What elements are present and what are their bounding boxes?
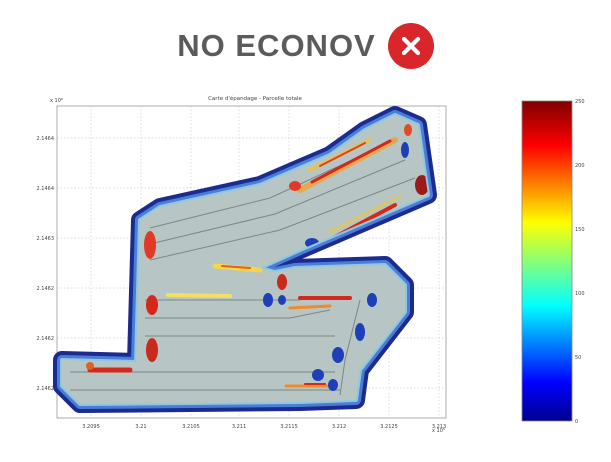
x-tick-label: 3.2125 bbox=[380, 424, 398, 430]
x-tick-label: 3.2115 bbox=[280, 424, 298, 430]
y-tick-labels: 2.1464 2.1464 2.1463 2.1462 2.1462 2.146… bbox=[37, 136, 55, 392]
y-tick-label: 2.1462 bbox=[37, 386, 55, 392]
x-tick-label: 3.21 bbox=[135, 424, 146, 430]
headline-title: NO ECONOV bbox=[177, 28, 376, 63]
y-exponent-label: x 10⁶ bbox=[50, 98, 63, 104]
chart-title: Carte d'épandage - Parcelle totale bbox=[208, 95, 302, 102]
colorbar-tick-label: 50 bbox=[575, 355, 581, 361]
underdose-gaps bbox=[263, 142, 409, 391]
x-tick-label: 3.2095 bbox=[82, 424, 100, 430]
headline: NO ECONOV bbox=[0, 22, 611, 70]
colorbar-tick-label: 100 bbox=[575, 291, 585, 297]
colorbar-tick-label: 150 bbox=[575, 227, 585, 233]
y-tick-label: 2.1463 bbox=[37, 236, 55, 242]
x-tick-label: 3.213 bbox=[432, 424, 446, 430]
colorbar-tick-label: 250 bbox=[575, 99, 585, 105]
colorbar-tick-label: 200 bbox=[575, 163, 585, 169]
y-tick-label: 2.1462 bbox=[37, 286, 55, 292]
colorbar-tick-label: 0 bbox=[575, 419, 578, 425]
close-badge bbox=[387, 23, 434, 69]
field-heatmap bbox=[53, 106, 437, 413]
field-body bbox=[62, 115, 428, 404]
x-tick-label: 3.2105 bbox=[182, 424, 200, 430]
colorbar-tick-labels: 0 50 100 150 200 250 bbox=[575, 99, 585, 425]
x-tick-label: 3.211 bbox=[232, 424, 246, 430]
y-tick-label: 2.1462 bbox=[37, 336, 55, 342]
close-icon bbox=[401, 36, 420, 56]
colorbar bbox=[521, 100, 573, 422]
x-tick-label: 3.212 bbox=[332, 424, 346, 430]
y-tick-label: 2.1464 bbox=[37, 186, 55, 192]
overdose-hotspots bbox=[86, 124, 428, 388]
x-tick-labels: 3.2095 3.21 3.2105 3.211 3.2115 3.212 3.… bbox=[82, 424, 446, 430]
x-exponent-label: x 10⁵ bbox=[432, 428, 445, 434]
y-tick-label: 2.1464 bbox=[37, 136, 55, 142]
